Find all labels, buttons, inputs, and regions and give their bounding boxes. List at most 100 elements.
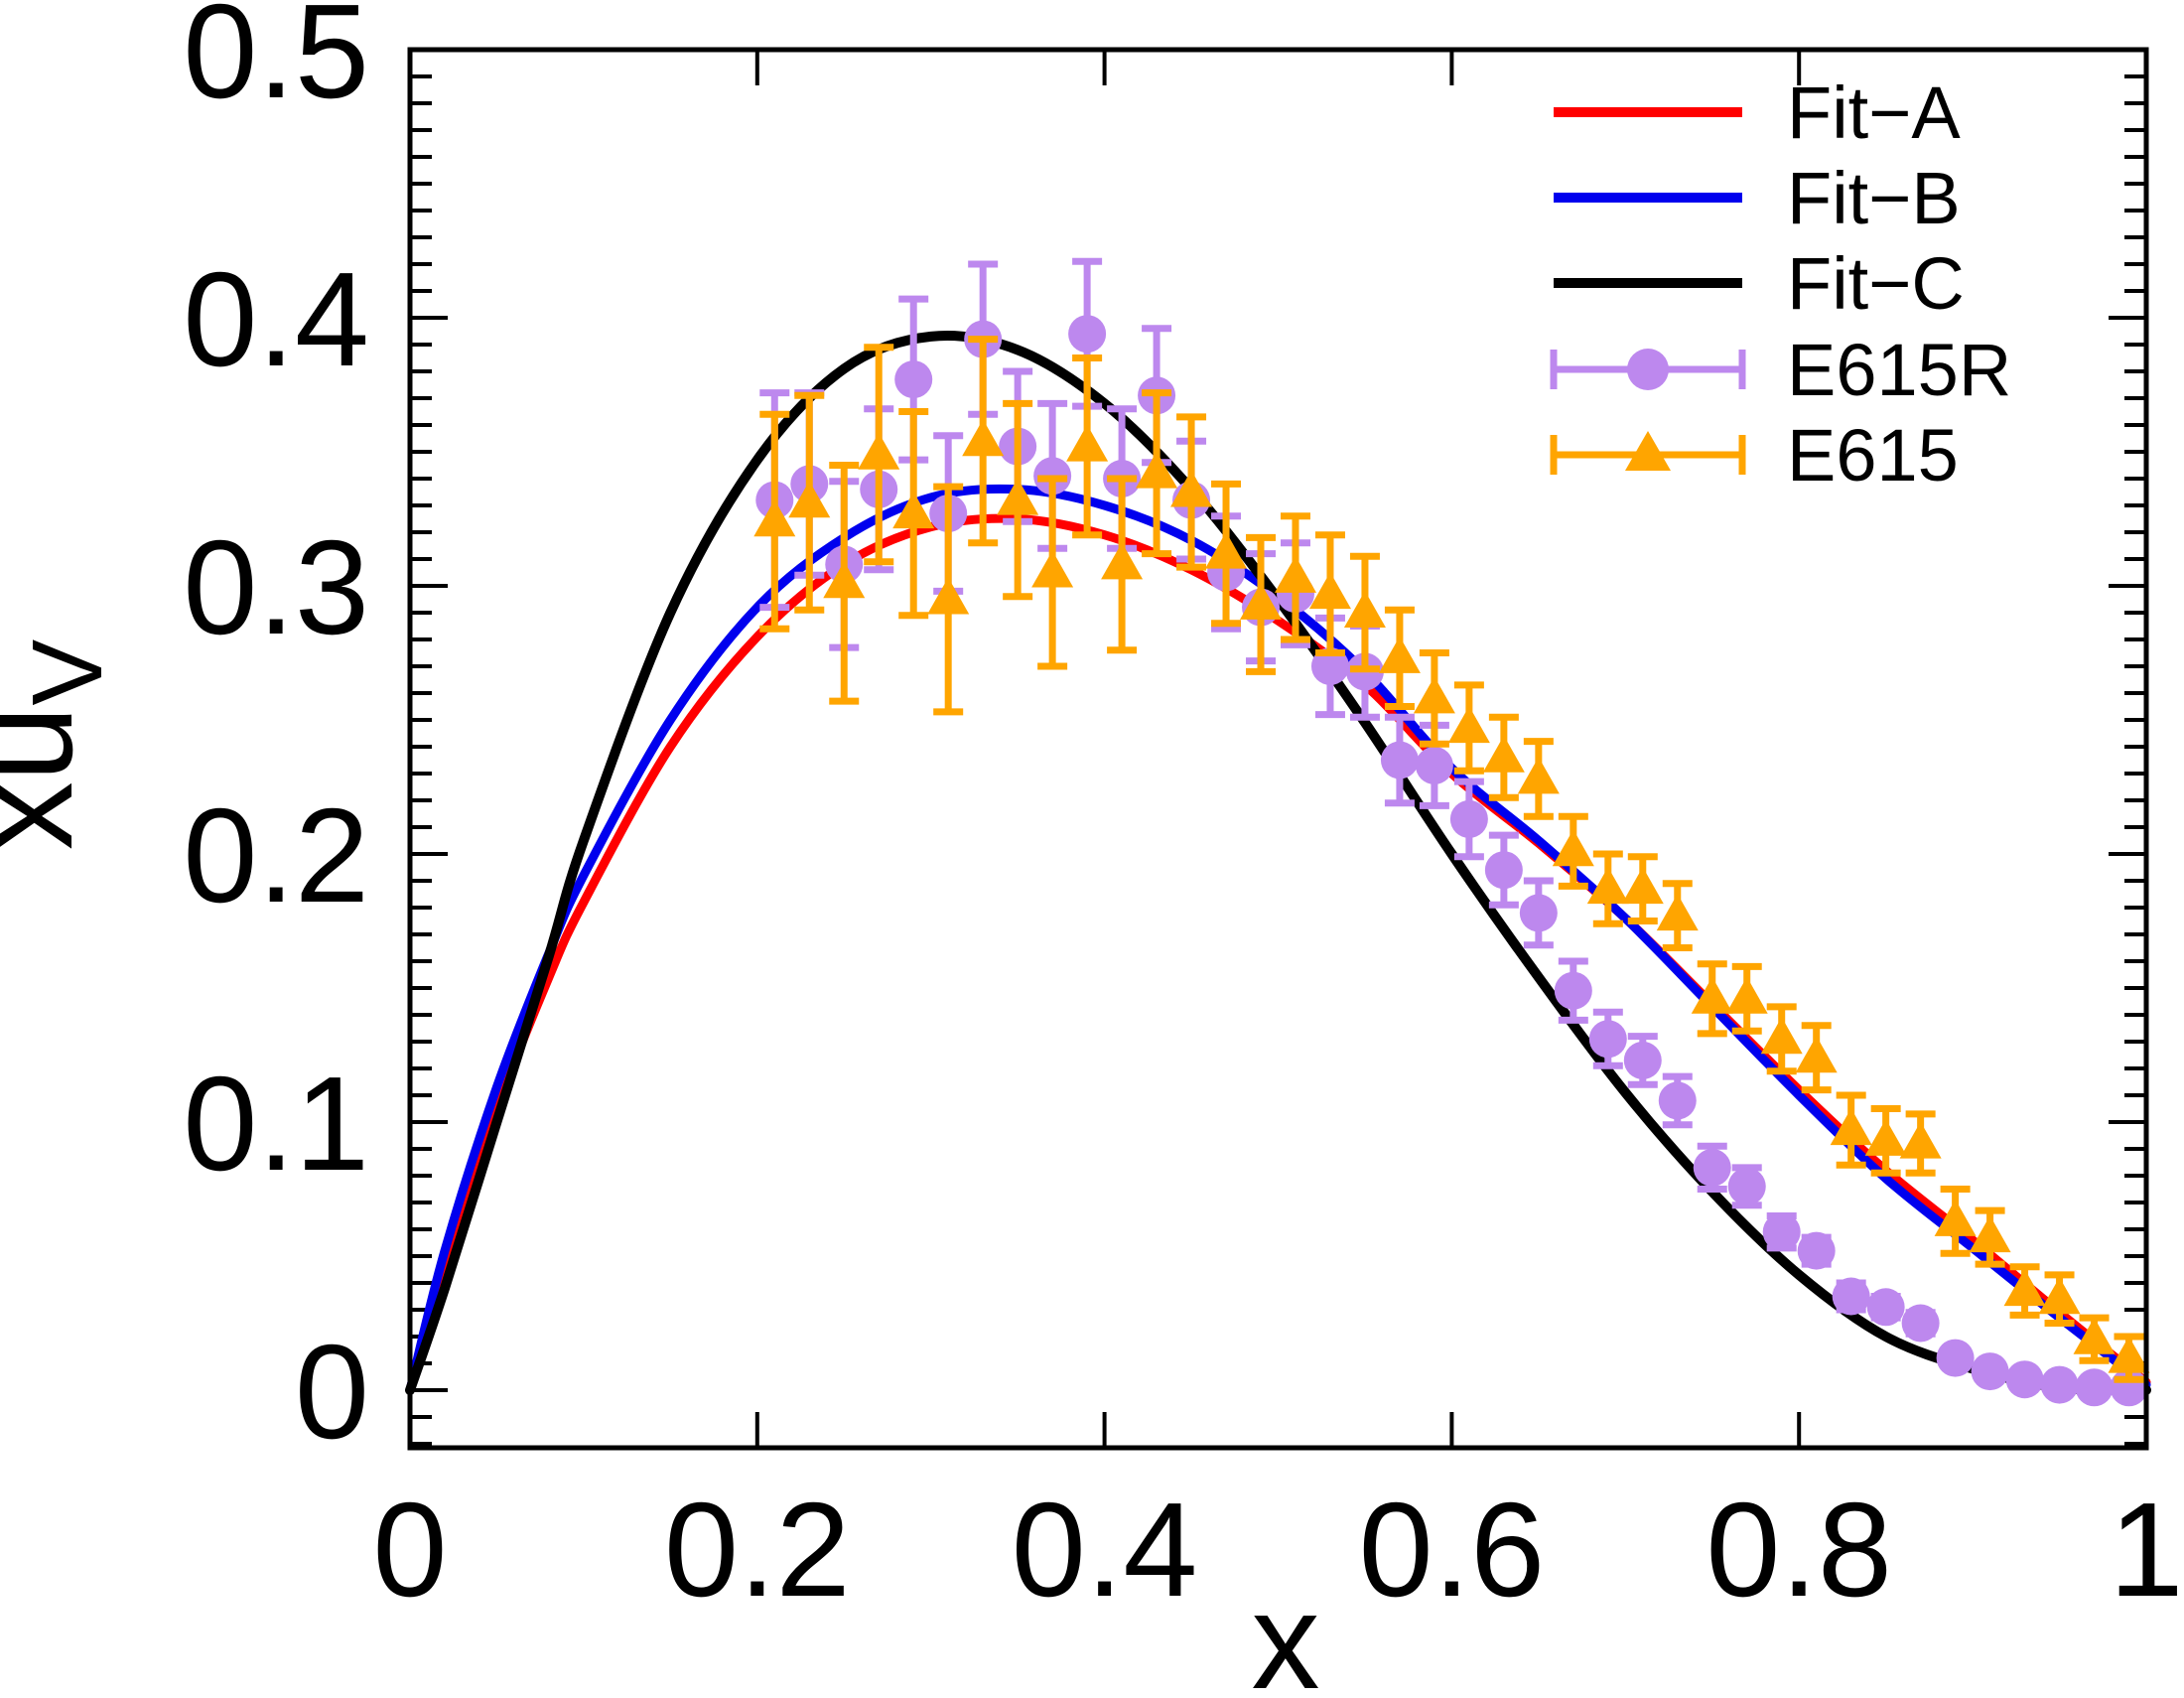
data-point-marker bbox=[1588, 1020, 1627, 1059]
curve-fit-c bbox=[405, 330, 2151, 1395]
data-point-marker bbox=[2005, 1360, 2044, 1399]
data-point-marker bbox=[1484, 851, 1523, 890]
data-point-marker bbox=[1343, 591, 1386, 628]
data-point-marker bbox=[1308, 572, 1351, 610]
fit-a-legend-label: Fit−A bbox=[1787, 71, 1961, 154]
data-point-marker bbox=[1136, 451, 1178, 489]
data-point-marker bbox=[2073, 1317, 2116, 1354]
data-point-marker bbox=[1310, 647, 1349, 685]
data-point-marker bbox=[1691, 976, 1733, 1014]
tick-labels: 0 0.2 0.4 0.6 0.8 1 0 0.1 0.2 0.3 0.4 0.5 bbox=[183, 0, 2183, 1625]
data-point-marker bbox=[1901, 1304, 1940, 1343]
fit-c-legend-label: Fit−C bbox=[1787, 242, 1965, 325]
data-point-marker bbox=[1378, 636, 1421, 673]
data-point-marker bbox=[894, 360, 933, 399]
data-point-marker bbox=[753, 499, 796, 537]
y-tick-label: 0.1 bbox=[183, 1049, 369, 1199]
data-point-marker bbox=[1971, 1352, 2009, 1391]
data-point-marker bbox=[1866, 1288, 1905, 1327]
curve-fit-a bbox=[405, 513, 2151, 1395]
x-tick-label: 1 bbox=[2109, 1475, 2183, 1625]
data-point-marker bbox=[1760, 1017, 1803, 1055]
data-point-marker bbox=[1795, 1036, 1838, 1073]
data-point-marker bbox=[1725, 976, 1768, 1014]
data-point-marker bbox=[1482, 735, 1525, 773]
data-point-marker bbox=[1101, 542, 1144, 580]
data-point-marker bbox=[892, 492, 935, 529]
data-point-marker bbox=[1274, 555, 1316, 593]
data-point-marker bbox=[1656, 894, 1699, 931]
data-point-marker bbox=[858, 432, 900, 470]
data-point-marker bbox=[1447, 706, 1490, 744]
data-point-marker bbox=[1380, 741, 1419, 779]
y-tick-label: 0.2 bbox=[183, 780, 369, 930]
x-tick-label: 0 bbox=[372, 1475, 447, 1625]
data-point-marker bbox=[1554, 971, 1592, 1010]
data-point-marker bbox=[1936, 1339, 1975, 1377]
y-axis-label: xuV bbox=[0, 638, 123, 850]
legend-item-fit-a: Fit−A bbox=[1554, 71, 1961, 154]
data-point-marker bbox=[1519, 894, 1558, 932]
data-point-marker bbox=[1517, 757, 1560, 794]
data-point-marker bbox=[1864, 1118, 1907, 1156]
data-point-marker bbox=[1552, 829, 1594, 867]
data-point-marker bbox=[1693, 1148, 1731, 1187]
data-point-marker bbox=[1727, 1167, 1766, 1205]
y-tick-label: 0.4 bbox=[183, 244, 369, 394]
data-point-marker bbox=[997, 478, 1039, 515]
data-point-marker bbox=[1586, 867, 1629, 905]
data-point-marker bbox=[823, 561, 866, 599]
data-point-marker bbox=[1899, 1121, 1942, 1159]
data-point-marker bbox=[1449, 799, 1488, 838]
fit-b-legend-label: Fit−B bbox=[1787, 157, 1961, 239]
data-point-marker bbox=[2108, 1336, 2150, 1373]
legend-item-fit-c: Fit−C bbox=[1554, 242, 1965, 325]
data-point-marker bbox=[788, 481, 831, 518]
x-axis-label: x bbox=[1252, 1565, 1320, 1698]
x-tick-label: 0.8 bbox=[1706, 1475, 1892, 1625]
e615-legend-label: E615 bbox=[1787, 414, 1959, 496]
data-point-marker bbox=[1658, 1081, 1697, 1120]
data-point-marker bbox=[1240, 582, 1283, 620]
data-point-marker bbox=[1415, 746, 1453, 784]
legend-item-e615: E615 bbox=[1550, 414, 1959, 496]
data-point-marker bbox=[1797, 1231, 1836, 1270]
frame-border bbox=[407, 47, 2149, 1451]
data-point-marker bbox=[1068, 315, 1107, 354]
x-tick-label: 0.4 bbox=[1012, 1475, 1198, 1625]
x-tick-label: 0.6 bbox=[1359, 1475, 1546, 1625]
x-tick-label: 0.2 bbox=[664, 1475, 851, 1625]
data-point-marker bbox=[1762, 1212, 1801, 1251]
data-point-marker bbox=[2038, 1277, 2081, 1315]
data-point-marker bbox=[1031, 550, 1074, 588]
legend-item-fit-b: Fit−B bbox=[1554, 157, 1961, 239]
y-tick-label: 0 bbox=[295, 1317, 369, 1467]
data-point-marker bbox=[962, 419, 1005, 457]
data-point-marker bbox=[1969, 1215, 2011, 1253]
e615-legend-marker bbox=[1625, 431, 1671, 471]
plot-frame bbox=[407, 47, 2149, 1451]
data-point-marker bbox=[2075, 1368, 2114, 1407]
data-point-marker bbox=[1205, 531, 1248, 569]
e615r-legend-marker bbox=[1627, 349, 1669, 390]
data-point-marker bbox=[1830, 1108, 1872, 1146]
y-tick-label: 0.5 bbox=[183, 0, 369, 126]
data-point-marker bbox=[1832, 1277, 1870, 1316]
data-point-marker bbox=[1934, 1199, 1977, 1236]
y-tick-label: 0.3 bbox=[183, 512, 369, 662]
data-series bbox=[753, 257, 2150, 1407]
legend-item-e615r: E615R bbox=[1550, 329, 2011, 411]
data-point-marker bbox=[2040, 1365, 2079, 1404]
data-point-marker bbox=[1170, 470, 1213, 507]
data-point-marker bbox=[927, 577, 970, 615]
e615r-legend-label: E615R bbox=[1787, 329, 2011, 411]
data-point-marker bbox=[1621, 867, 1664, 905]
data-point-marker bbox=[1413, 676, 1455, 714]
data-point-marker bbox=[2003, 1269, 2046, 1307]
data-point-marker bbox=[1066, 424, 1109, 462]
data-point-marker bbox=[1623, 1041, 1662, 1079]
series-e615 bbox=[753, 336, 2150, 1383]
